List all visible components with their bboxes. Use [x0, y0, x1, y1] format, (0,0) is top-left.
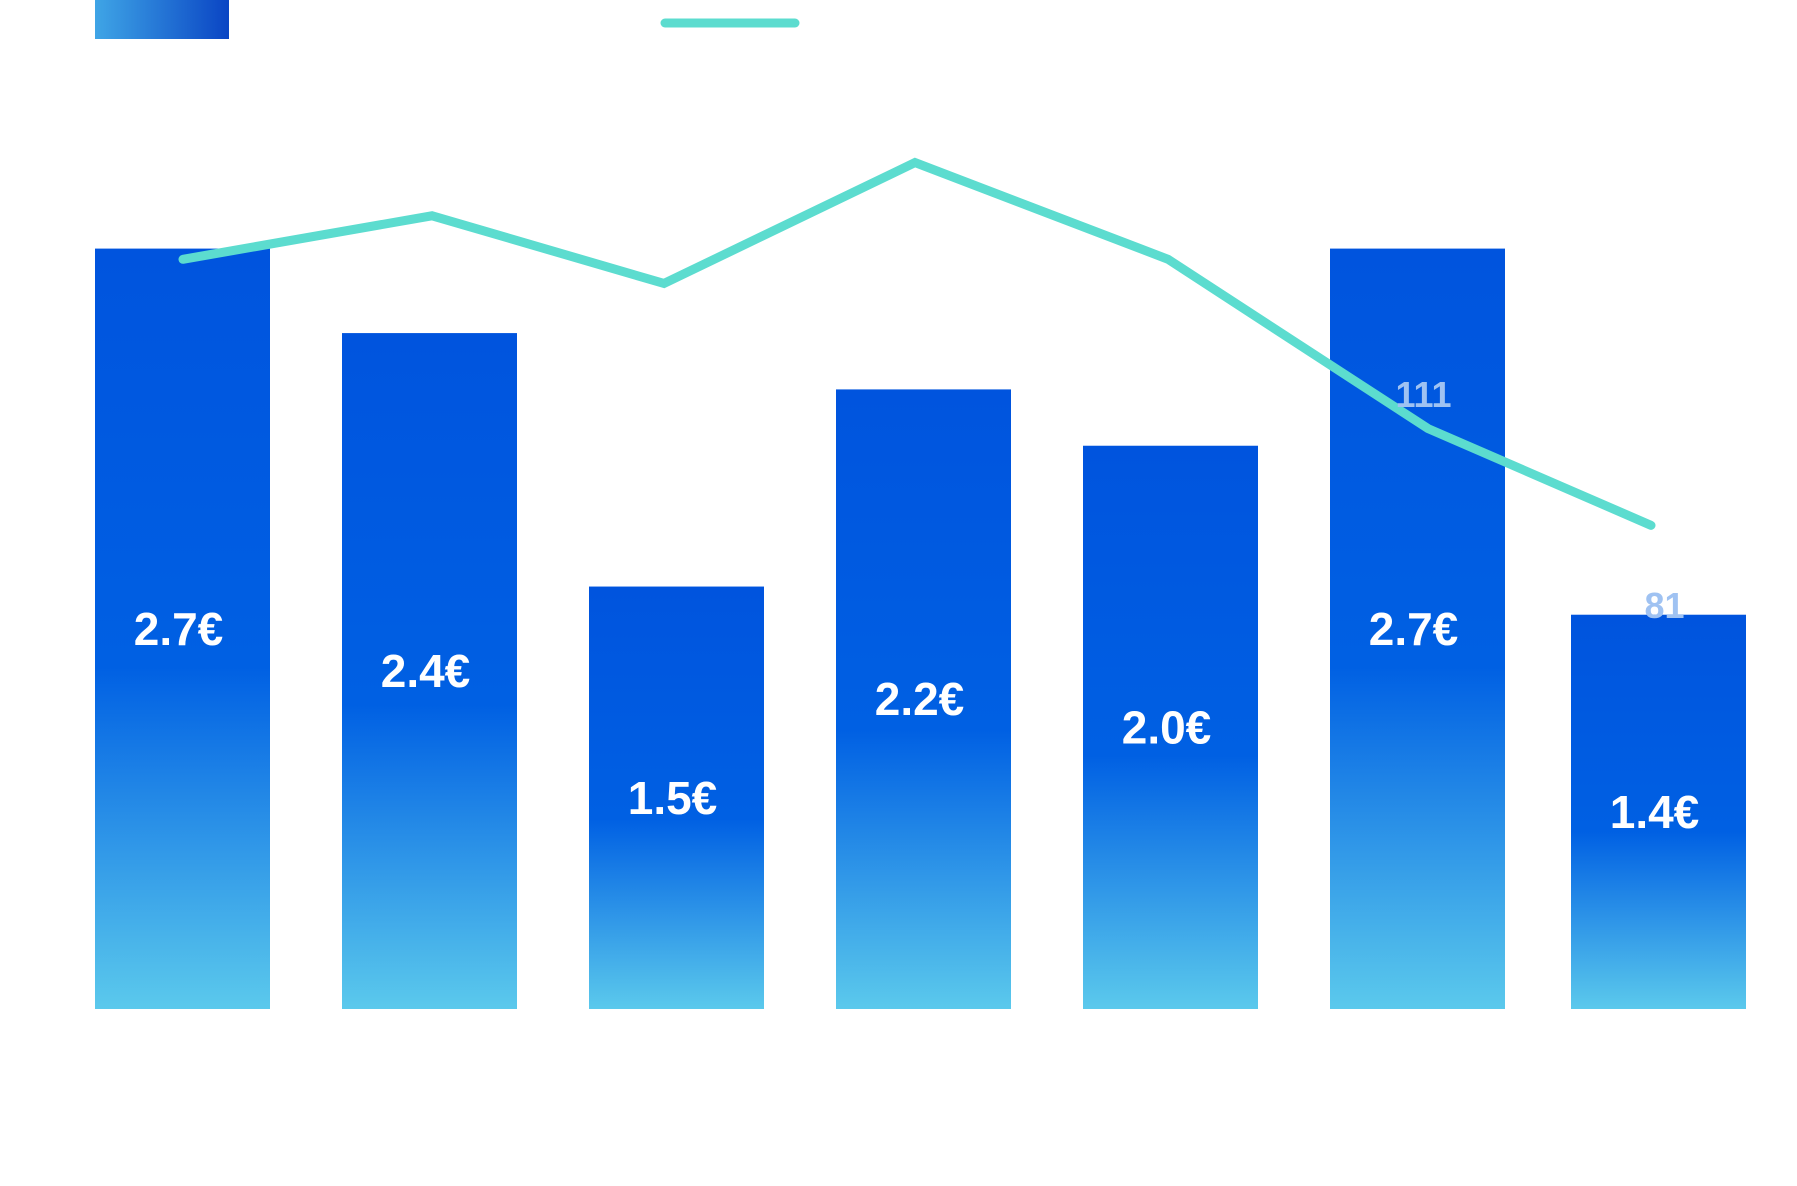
bar — [1330, 248, 1505, 1010]
bar-value-label: 2.7€ — [134, 603, 224, 655]
legend[interactable] — [95, 0, 800, 39]
bar-value-label: 2.0€ — [1122, 701, 1212, 753]
bar — [342, 333, 517, 1009]
bar — [589, 586, 764, 1009]
line-value-label: 81 — [1644, 585, 1684, 626]
data-labels: 2.7€ 2.4€ 1.5€ 2.2€ 2.0€ 2.7€ 1.4€ 111 81 — [134, 374, 1700, 838]
bar-value-label: 1.5€ — [628, 772, 718, 824]
bar — [95, 248, 270, 1010]
line-value-label: 111 — [1395, 374, 1451, 415]
bar — [836, 389, 1011, 1009]
bar-value-label: 2.7€ — [1369, 603, 1459, 655]
legend-bar-swatch[interactable] — [95, 0, 229, 39]
bar-value-label: 2.4€ — [381, 645, 471, 697]
bar — [1571, 614, 1746, 1009]
bar-series — [95, 248, 1746, 1010]
line-series — [178, 157, 1656, 530]
bar-value-label: 2.2€ — [875, 673, 965, 725]
bar — [1083, 445, 1258, 1009]
bar-value-label: 1.4€ — [1610, 786, 1700, 838]
